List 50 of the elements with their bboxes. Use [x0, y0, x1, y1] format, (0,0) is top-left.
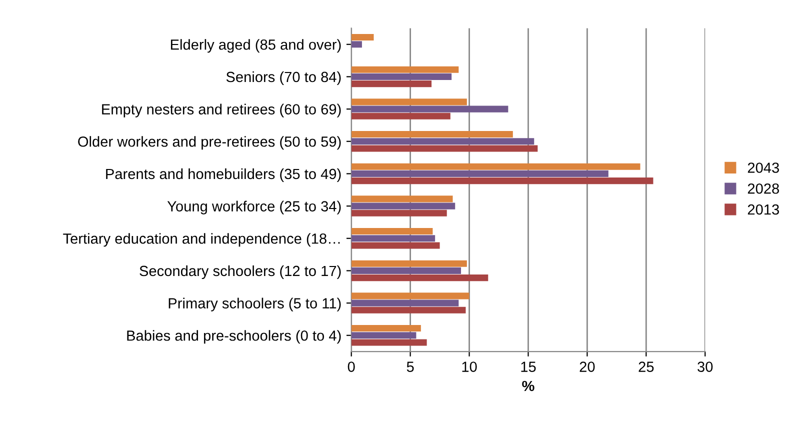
bar: [351, 260, 467, 267]
bar: [351, 73, 452, 80]
bar: [351, 34, 374, 41]
bar: [351, 242, 440, 249]
bar: [351, 163, 640, 170]
bar: [351, 178, 654, 184]
y-tick-label: Primary schoolers (5 to 11): [168, 298, 341, 312]
x-tick-label: 25: [638, 362, 654, 372]
legend-label: 2013: [748, 204, 779, 215]
bar: [351, 98, 467, 106]
x-axis-title: %: [522, 380, 534, 392]
legend-label: 2028: [748, 183, 779, 194]
bar: [351, 112, 450, 120]
x-tick-label: 15: [521, 362, 536, 372]
bar: [351, 300, 459, 306]
bar: [351, 170, 608, 177]
y-tick-label: Tertiary education and independence (18…: [63, 233, 340, 247]
bar: [351, 339, 427, 346]
bar: [351, 235, 436, 242]
y-tick-label: Young workforce (25 to 34): [167, 200, 341, 214]
x-tick-label: 0: [348, 362, 355, 372]
y-tick-label: Babies and pre-schoolers (0 to 4): [127, 330, 341, 344]
bar: [351, 274, 488, 282]
bar: [351, 210, 447, 216]
bar: [351, 106, 508, 112]
x-tick-label: 20: [580, 362, 595, 372]
bar: [351, 228, 433, 235]
y-tick-label: Older workers and pre-retirees (50 to 59): [78, 136, 341, 150]
legend-label: 2043: [748, 162, 779, 173]
x-tick-label: 30: [698, 362, 713, 372]
y-tick-label: Parents and homebuilders (35 to 49): [106, 168, 341, 182]
y-tick-label: Elderly aged (85 and over): [170, 39, 341, 53]
x-tick-label: 5: [406, 362, 414, 372]
bar: [351, 332, 416, 339]
bar: [351, 196, 453, 202]
x-tick-label: 10: [462, 362, 477, 372]
bar: [351, 292, 470, 300]
bar: [351, 202, 456, 210]
bar: [351, 66, 459, 73]
bar: [351, 80, 432, 88]
bar: [351, 138, 534, 145]
y-tick-label: Seniors (70 to 84): [226, 71, 341, 86]
bar: [351, 130, 513, 138]
y-tick-label: Secondary schoolers (12 to 17): [140, 265, 341, 280]
bar: [351, 145, 538, 152]
bar: [351, 267, 462, 274]
bar: [351, 324, 421, 332]
bar: [351, 306, 466, 314]
y-tick-label: Empty nesters and retirees (60 to 69): [102, 104, 341, 118]
bar: [351, 41, 362, 48]
